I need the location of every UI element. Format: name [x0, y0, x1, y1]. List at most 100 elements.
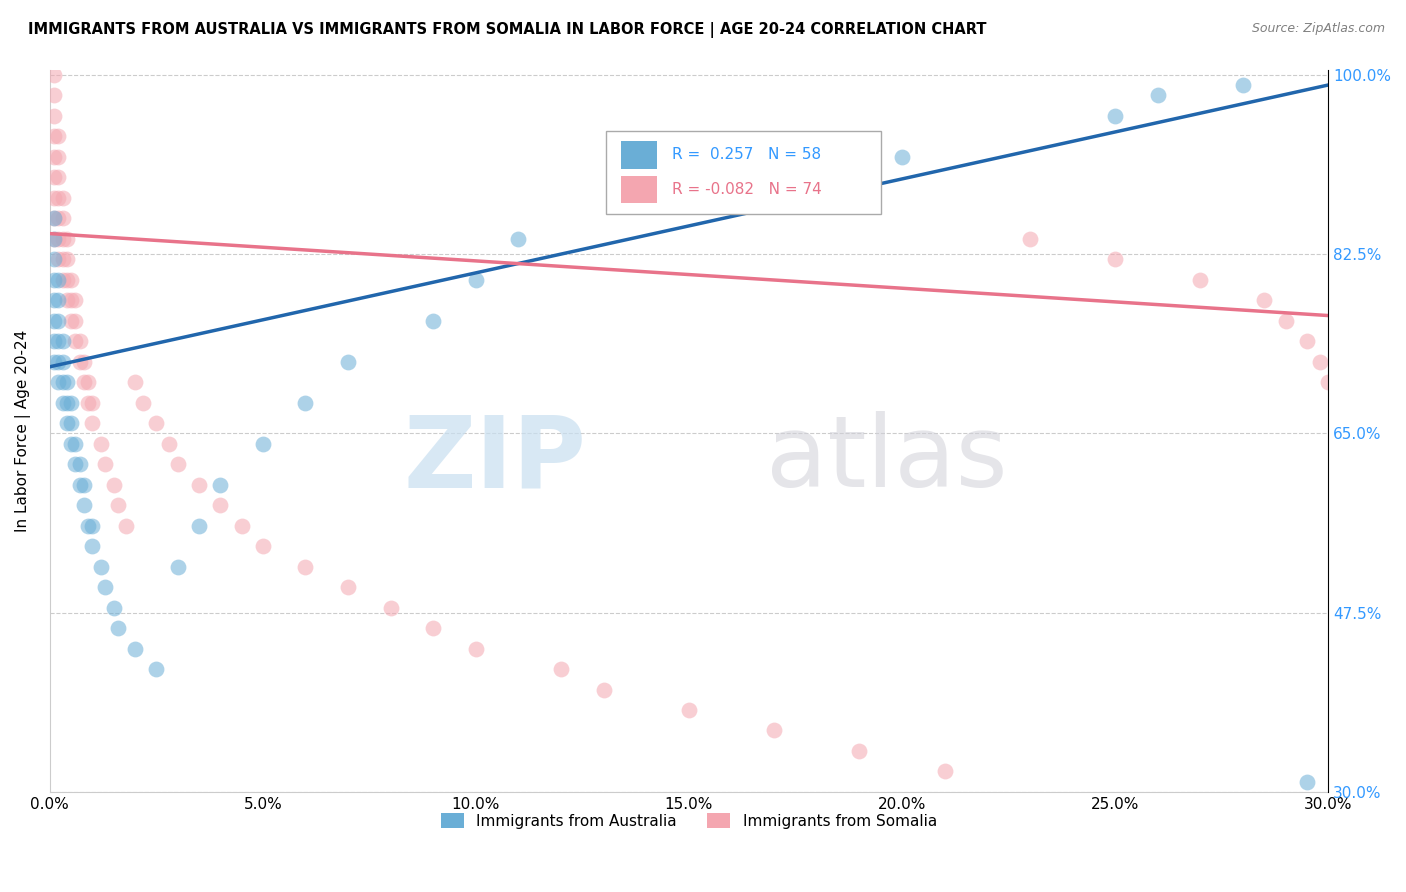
Point [56, 252, 79, 267]
Point [115, 518, 138, 533]
Point [1317, 375, 1340, 389]
Point [56, 375, 79, 389]
Point [294, 395, 316, 409]
Point [209, 477, 232, 491]
Point [508, 232, 530, 246]
Point [464, 273, 486, 287]
Point [94, 457, 117, 471]
Point [763, 723, 786, 738]
Point [42, 109, 65, 123]
Point [56, 395, 79, 409]
Point [82, 416, 104, 430]
Point [51, 354, 73, 368]
Point [73, 477, 96, 491]
Point [60, 273, 83, 287]
Point [51, 232, 73, 246]
Point [42, 129, 65, 144]
Point [46, 232, 69, 246]
Point [82, 539, 104, 553]
Point [187, 477, 209, 491]
Point [46, 170, 69, 185]
Point [422, 621, 444, 635]
Point [107, 621, 129, 635]
Point [103, 600, 125, 615]
Point [42, 273, 65, 287]
Point [56, 293, 79, 308]
Point [1104, 109, 1126, 123]
Point [1104, 252, 1126, 267]
Point [145, 416, 167, 430]
Point [337, 354, 360, 368]
Text: Source: ZipAtlas.com: Source: ZipAtlas.com [1251, 22, 1385, 36]
Point [46, 334, 69, 348]
Point [56, 232, 79, 246]
Text: R = -0.082   N = 74: R = -0.082 N = 74 [672, 182, 823, 197]
Point [69, 354, 91, 368]
Point [69, 477, 91, 491]
Text: R =  0.257   N = 58: R = 0.257 N = 58 [672, 147, 821, 162]
Point [42, 68, 65, 82]
Point [65, 313, 87, 327]
Point [380, 600, 402, 615]
Point [46, 150, 69, 164]
Point [82, 395, 104, 409]
Point [1295, 334, 1317, 348]
Bar [621, 176, 657, 203]
Point [42, 354, 65, 368]
Text: atlas: atlas [766, 411, 1007, 508]
Point [252, 436, 274, 450]
Point [550, 662, 572, 676]
Point [60, 436, 83, 450]
Point [132, 395, 155, 409]
Point [934, 764, 956, 779]
Point [46, 252, 69, 267]
Bar [621, 141, 657, 169]
Point [1339, 416, 1361, 430]
Legend: Immigrants from Australia, Immigrants from Somalia: Immigrants from Australia, Immigrants fr… [434, 806, 943, 835]
Point [46, 354, 69, 368]
Point [46, 129, 69, 144]
Point [166, 457, 188, 471]
Point [51, 252, 73, 267]
Point [42, 232, 65, 246]
Point [42, 293, 65, 308]
Point [187, 518, 209, 533]
Point [337, 580, 360, 594]
Point [1146, 88, 1168, 103]
Point [107, 498, 129, 512]
Text: ZIP: ZIP [404, 411, 586, 508]
Point [69, 334, 91, 348]
Point [60, 395, 83, 409]
Point [124, 641, 146, 656]
Point [82, 518, 104, 533]
Point [157, 436, 180, 450]
Point [90, 436, 112, 450]
Point [42, 191, 65, 205]
Point [252, 539, 274, 553]
Point [51, 273, 73, 287]
Point [42, 232, 65, 246]
Point [90, 559, 112, 574]
Point [1326, 395, 1348, 409]
Point [1018, 232, 1040, 246]
Point [42, 150, 65, 164]
Point [46, 211, 69, 226]
Point [51, 211, 73, 226]
Point [77, 375, 100, 389]
Point [166, 559, 188, 574]
Point [56, 416, 79, 430]
Point [77, 395, 100, 409]
Point [1274, 313, 1296, 327]
Point [678, 703, 700, 717]
Point [60, 313, 83, 327]
Point [56, 273, 79, 287]
Point [73, 375, 96, 389]
Point [46, 313, 69, 327]
Point [51, 334, 73, 348]
Point [592, 682, 614, 697]
Point [464, 641, 486, 656]
Point [848, 744, 870, 758]
Point [294, 559, 316, 574]
Point [51, 375, 73, 389]
Y-axis label: In Labor Force | Age 20-24: In Labor Force | Age 20-24 [15, 330, 31, 532]
